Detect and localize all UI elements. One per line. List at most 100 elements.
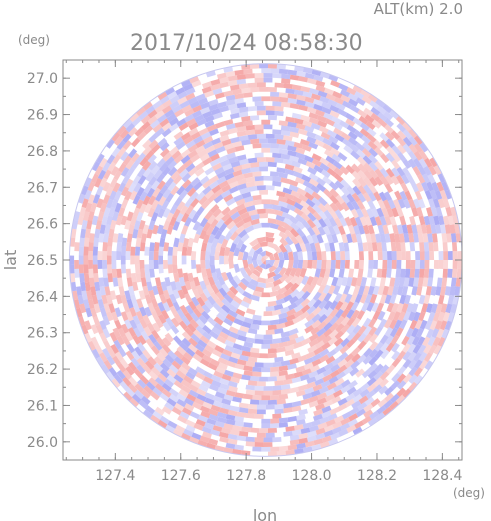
radar-cell xyxy=(447,268,453,278)
radar-cell xyxy=(334,180,345,190)
radar-cell xyxy=(148,377,158,387)
radar-cell xyxy=(166,397,177,407)
radar-cell xyxy=(283,83,293,89)
radar-cell xyxy=(357,402,368,411)
radar-cell xyxy=(399,190,408,201)
radar-cell xyxy=(319,348,330,358)
radar-cell xyxy=(203,135,214,144)
radar-cell xyxy=(278,260,285,269)
radar-cell xyxy=(403,311,411,322)
radar-cell xyxy=(254,73,264,78)
radar-cell xyxy=(386,207,394,218)
radar-cell xyxy=(341,316,350,327)
radar-cell xyxy=(187,149,198,159)
radar-cell xyxy=(245,413,255,419)
radar-cell xyxy=(324,362,334,371)
radar-cell xyxy=(394,319,403,330)
radar-cell xyxy=(352,84,363,94)
radar-cell xyxy=(223,294,234,304)
radar-cell xyxy=(433,260,439,269)
radar-cell xyxy=(403,233,410,243)
radar-cell xyxy=(302,260,308,269)
radar-cell xyxy=(238,83,249,89)
radar-cell xyxy=(125,365,135,376)
radar-cell xyxy=(395,394,406,405)
radar-cell xyxy=(213,322,224,332)
radar-cell xyxy=(418,158,428,169)
radar-cell xyxy=(228,185,239,194)
radar-cell xyxy=(147,115,158,125)
radar-cell xyxy=(237,334,247,342)
radar-cell xyxy=(401,224,409,234)
radar-cell xyxy=(93,237,99,247)
radar-cell xyxy=(402,167,411,177)
radar-cell xyxy=(165,354,175,364)
radar-cell xyxy=(422,336,431,347)
radar-cell xyxy=(256,409,266,415)
radar-cell xyxy=(323,314,334,325)
radar-cell xyxy=(161,105,172,114)
radar-cell xyxy=(282,158,293,166)
radar-cell xyxy=(163,242,170,252)
radar-cell xyxy=(278,195,288,203)
radar-cell xyxy=(291,400,302,408)
radar-cell xyxy=(124,190,133,201)
radar-cell xyxy=(117,162,127,173)
radar-cell xyxy=(241,374,251,381)
radar-cell xyxy=(254,152,264,158)
radar-cell xyxy=(167,160,178,170)
radar-cell xyxy=(140,330,150,341)
radar-cell xyxy=(289,386,300,394)
radar-cell xyxy=(176,201,186,211)
radar-cell xyxy=(114,319,122,330)
radar-cell xyxy=(250,323,260,330)
radar-cell xyxy=(387,286,394,296)
radar-cell xyxy=(297,260,304,269)
radar-cell xyxy=(214,230,223,240)
radar-cell xyxy=(350,233,358,243)
radar-cell xyxy=(165,87,175,96)
radar-cell xyxy=(167,181,177,192)
radar-cell xyxy=(354,260,360,269)
radar-cell xyxy=(229,180,239,189)
radar-cell xyxy=(197,439,208,447)
radar-cell xyxy=(265,133,275,139)
radar-cell xyxy=(256,82,266,88)
radar-cell xyxy=(295,297,305,307)
radar-cell xyxy=(329,188,339,198)
radar-cell xyxy=(408,128,418,139)
radar-cell xyxy=(296,227,306,238)
radar-cell xyxy=(182,237,190,248)
radar-cell xyxy=(313,413,323,422)
radar-cell xyxy=(296,414,306,421)
radar-cell xyxy=(341,193,350,204)
radar-cell xyxy=(417,344,427,355)
radar-cell xyxy=(259,189,268,195)
radar-cell xyxy=(211,374,221,383)
radar-cell xyxy=(428,165,437,176)
radar-cell xyxy=(69,273,76,283)
radar-cell xyxy=(254,246,263,255)
radar-cell xyxy=(153,169,163,179)
radar-cell xyxy=(138,290,146,300)
radar-cell xyxy=(333,173,344,183)
radar-cell xyxy=(321,250,327,260)
radar-cell xyxy=(252,371,262,377)
radar-cell xyxy=(386,145,396,156)
radar-cell xyxy=(202,233,210,244)
radar-cell xyxy=(220,353,230,361)
radar-cell xyxy=(269,290,279,298)
radar-cell xyxy=(359,128,370,138)
radar-cell xyxy=(130,357,140,368)
radar-cell xyxy=(136,211,144,222)
radar-cell xyxy=(435,286,442,296)
radar-cell xyxy=(328,135,339,145)
radar-cell xyxy=(375,98,386,108)
radar-cell xyxy=(256,260,263,267)
radar-cell xyxy=(250,347,260,354)
radar-cell xyxy=(283,378,293,385)
radar-cell xyxy=(401,286,409,296)
radar-cell xyxy=(245,389,255,396)
radar-cell xyxy=(369,293,378,304)
radar-cell xyxy=(349,143,360,153)
